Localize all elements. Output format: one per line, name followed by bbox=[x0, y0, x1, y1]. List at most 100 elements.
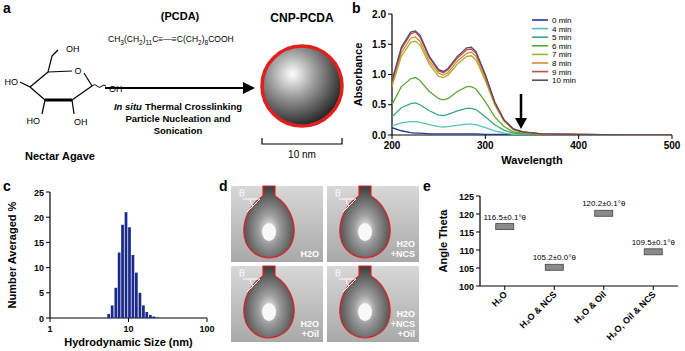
bar bbox=[142, 305, 145, 318]
angle-line bbox=[247, 279, 260, 292]
bar bbox=[111, 305, 114, 318]
scale-bar bbox=[262, 138, 342, 144]
droplet-image: θH2O+Oil bbox=[231, 266, 323, 342]
panel-letter: a bbox=[3, 0, 11, 16]
y-tick-label: 110 bbox=[459, 246, 474, 256]
x-tick-label: H₂O & Oil bbox=[572, 289, 608, 325]
y-tick bbox=[388, 104, 392, 105]
angle-line bbox=[343, 279, 356, 292]
panel-e: 100105110115120125Angle ThetaH₂OH₂O & NC… bbox=[437, 192, 678, 343]
process-line: Thermal Crosslinking bbox=[145, 101, 242, 112]
panel-c: 0510152025110100Hydrodynamic Size (nm)Nu… bbox=[6, 188, 215, 349]
x-tick bbox=[485, 135, 486, 139]
legend-swatch bbox=[532, 71, 548, 73]
x-tick bbox=[504, 286, 505, 290]
angle-line bbox=[247, 199, 260, 212]
y-tick bbox=[46, 267, 50, 268]
figure: abcdeOHOOHHOHOOHNectar Agave(PCDA)CH3(CH… bbox=[0, 0, 685, 351]
image-label: +NCS bbox=[391, 249, 415, 259]
formula-part: CH bbox=[108, 34, 120, 44]
y-tick bbox=[46, 242, 50, 243]
data-label: 116.5±0.1°θ bbox=[483, 213, 526, 222]
y-tick bbox=[46, 217, 50, 218]
angle-line bbox=[243, 279, 260, 280]
wavy-bond bbox=[92, 85, 106, 88]
y-tick-label: 2.0 bbox=[372, 9, 386, 20]
data-label: 120.2±0.1°θ bbox=[582, 199, 626, 208]
process-text: In situThermal Crosslinking bbox=[114, 101, 242, 112]
droplet bbox=[340, 266, 390, 338]
droplet-image: θH2O bbox=[231, 186, 323, 262]
angle-arc bbox=[346, 199, 349, 206]
legend-swatch bbox=[532, 19, 548, 21]
y-tick-label: 10 bbox=[34, 263, 44, 273]
y-tick-label: 105 bbox=[459, 264, 474, 274]
x-tick bbox=[554, 286, 555, 290]
y-tick bbox=[388, 14, 392, 15]
x-tick bbox=[50, 318, 51, 322]
x-tick-label: 10 bbox=[123, 324, 133, 334]
atom-label: HO bbox=[27, 116, 41, 126]
bond bbox=[48, 71, 72, 72]
legend-swatch bbox=[532, 28, 548, 30]
atom-label: HO bbox=[5, 77, 19, 87]
formula: CH3(CH2)11C≡—≡C(CH2)8COOH bbox=[108, 34, 234, 46]
y-tick-label: 0 bbox=[39, 314, 44, 324]
x-axis-title: Hydrodynamic Size (nm) bbox=[64, 336, 193, 348]
legend-swatch bbox=[532, 62, 548, 64]
image-background bbox=[231, 186, 323, 262]
angle-arc bbox=[250, 199, 253, 206]
y-tick-label: 5 bbox=[39, 288, 44, 298]
y-tick bbox=[388, 74, 392, 75]
y-tick bbox=[388, 135, 392, 136]
x-tick-label: 300 bbox=[477, 140, 494, 151]
series-line bbox=[392, 32, 672, 135]
marker bbox=[644, 249, 662, 255]
source-label: Nectar Agave bbox=[25, 150, 95, 162]
angle-line bbox=[339, 279, 356, 280]
process-line: Particle Nucleation and bbox=[125, 113, 230, 124]
panel-d: θH2OθH2O+NCSθH2O+OilθH2O+NCS+Oil bbox=[231, 186, 419, 342]
y-axis-title: Absorbance bbox=[352, 43, 364, 107]
image-label: +NCS bbox=[391, 319, 415, 329]
droplet-image: θH2O+NCS+Oil bbox=[327, 266, 419, 342]
image-label: H2O bbox=[300, 249, 319, 259]
droplet-image: θH2O+NCS bbox=[327, 186, 419, 262]
y-tick bbox=[46, 318, 50, 319]
image-label: H2O bbox=[396, 309, 415, 319]
angle-symbol: θ bbox=[335, 268, 341, 279]
droplet bbox=[244, 266, 294, 338]
x-tick-label: H₂O & NCS bbox=[518, 289, 559, 330]
panel-letter: d bbox=[219, 178, 228, 194]
bar bbox=[156, 317, 159, 318]
legend-swatch bbox=[532, 36, 548, 38]
atom-label: OH bbox=[66, 44, 80, 54]
y-tick-label: 15 bbox=[34, 238, 44, 248]
y-tick bbox=[476, 286, 480, 287]
bar bbox=[139, 293, 142, 318]
angle-line bbox=[243, 199, 260, 200]
bar bbox=[128, 227, 131, 318]
bond bbox=[72, 100, 74, 114]
bar bbox=[145, 312, 148, 318]
series-line bbox=[392, 41, 672, 135]
legend-swatch bbox=[532, 54, 548, 56]
series-line bbox=[392, 37, 672, 135]
droplet bbox=[340, 186, 390, 258]
panel-letter: e bbox=[423, 178, 431, 194]
x-tick-label: 100 bbox=[199, 324, 214, 334]
x-tick bbox=[578, 135, 579, 139]
bond bbox=[30, 87, 45, 100]
angle-line bbox=[339, 199, 356, 200]
data-label: 109.5±0.1°θ bbox=[632, 238, 676, 247]
x-tick bbox=[653, 286, 654, 290]
bond bbox=[42, 100, 45, 114]
image-background bbox=[231, 266, 323, 342]
x-tick-label: 400 bbox=[570, 140, 587, 151]
marker bbox=[545, 264, 563, 270]
x-tick-label: H₂O, Oil & NCS bbox=[605, 289, 658, 342]
bond bbox=[48, 56, 52, 72]
formula-part: COOH bbox=[208, 34, 234, 44]
series-line bbox=[392, 31, 672, 135]
x-tick bbox=[603, 286, 604, 290]
